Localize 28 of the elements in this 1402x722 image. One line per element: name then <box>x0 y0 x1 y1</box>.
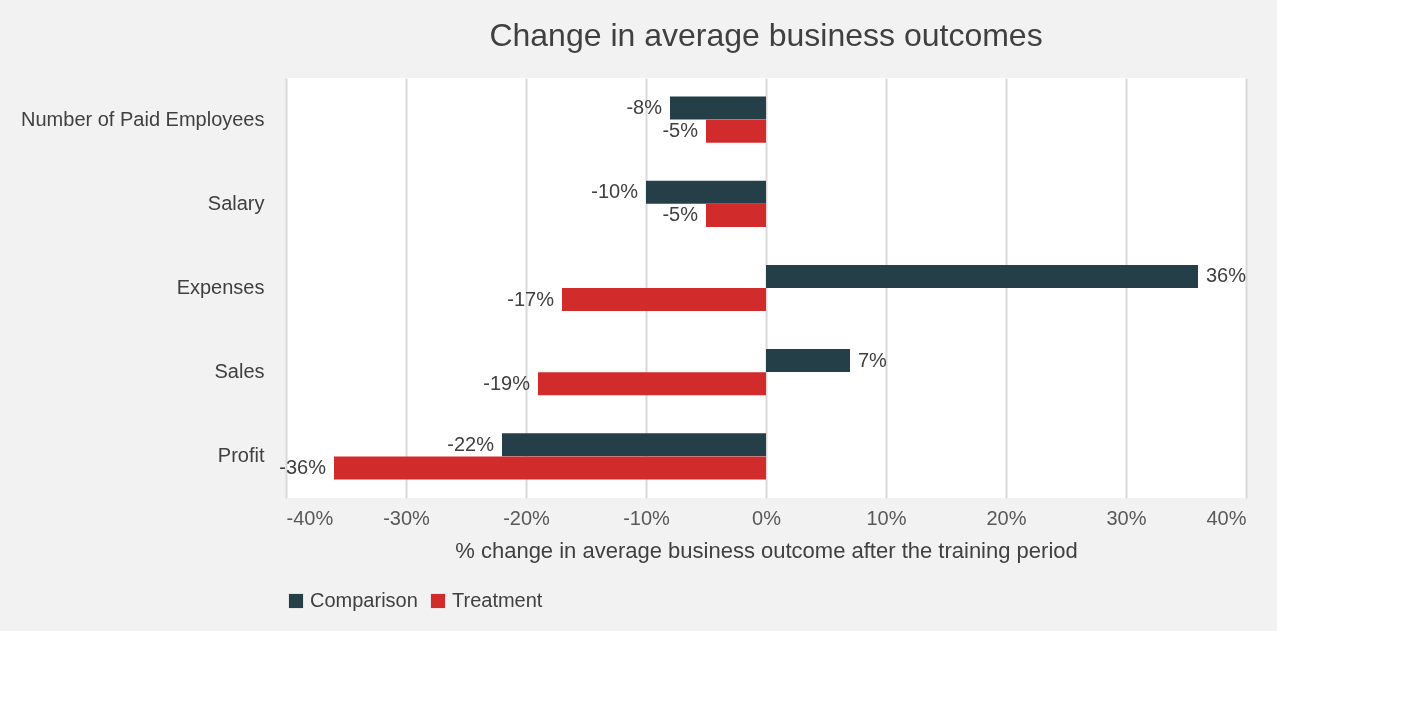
x-tick-label: 0% <box>752 506 782 529</box>
data-label: -36% <box>279 455 327 478</box>
x-tick-label: -40% <box>286 506 334 529</box>
data-label: -10% <box>591 180 639 203</box>
y-tick-label: Sales <box>214 360 265 383</box>
x-tick-label: 20% <box>986 506 1027 529</box>
y-tick-label: Salary <box>207 191 265 214</box>
data-label: 7% <box>858 348 888 371</box>
x-tick-label: -30% <box>383 506 431 529</box>
legend-label: Treatment <box>452 589 543 611</box>
data-label: -5% <box>662 119 699 142</box>
data-label: -22% <box>447 432 495 455</box>
legend-label: Comparison <box>310 589 418 611</box>
x-tick-label: -20% <box>503 506 551 529</box>
y-tick-label: Expenses <box>176 276 265 298</box>
x-tick-label: 10% <box>866 506 907 529</box>
y-tick-label: Number of Paid Employees <box>21 107 265 130</box>
data-label: -5% <box>662 203 699 226</box>
x-tick-label: 30% <box>1106 506 1147 529</box>
data-label: -8% <box>626 96 663 119</box>
x-tick-label: 40% <box>1206 506 1247 529</box>
data-label: -19% <box>483 371 531 394</box>
x-axis-title: % change in average business outcome after the training period <box>455 537 1078 563</box>
data-label: 36% <box>1206 264 1247 287</box>
x-tick-label: -10% <box>623 506 671 529</box>
chart-title: Change in average business outcomes <box>489 17 1043 53</box>
y-tick-label: Profit <box>217 444 265 467</box>
data-label: -17% <box>507 287 555 310</box>
